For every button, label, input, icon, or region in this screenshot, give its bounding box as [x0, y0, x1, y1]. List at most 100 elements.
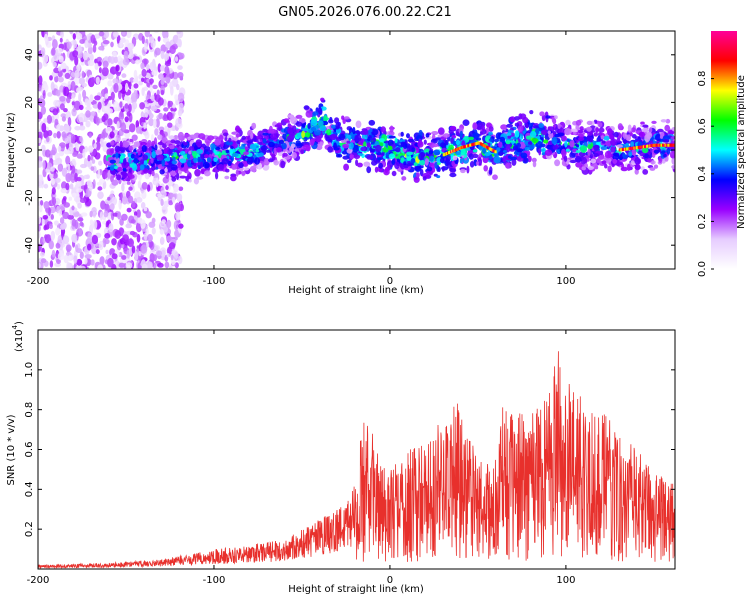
spectrogram-signal-blob — [552, 145, 559, 150]
spectrogram-signal-blob — [236, 140, 241, 145]
spectrogram-noise-blob — [71, 218, 77, 227]
spectrogram-signal-blob — [482, 147, 487, 154]
spectrogram-signal-blob — [329, 133, 338, 141]
spectrogram-signal-blob — [142, 154, 148, 161]
spectrogram-noise-blob — [111, 253, 118, 260]
spectrogram-signal-blob — [235, 133, 240, 138]
spectrogram-noise-blob — [160, 89, 165, 96]
spectrogram-signal-blob — [366, 154, 374, 160]
spectrogram-signal-blob — [659, 134, 664, 139]
spectrogram-noise-blob — [64, 72, 71, 79]
spectrogram-signal-blob — [109, 166, 115, 171]
spectrogram-signal-blob — [120, 171, 127, 176]
spectrogram-signal-blob — [342, 143, 350, 149]
spectrogram-noise-blob — [133, 69, 138, 79]
spectrogram-noise-blob — [45, 168, 51, 173]
spectrogram-noise-blob — [148, 112, 154, 119]
snr-series-line — [38, 351, 675, 569]
spectrogram-signal-blob — [391, 159, 396, 165]
spectrogram-noise-blob — [177, 92, 185, 103]
spectrogram-noise-blob — [113, 31, 119, 38]
spectrogram-noise-blob — [139, 102, 146, 110]
spectrogram-signal-blob — [333, 147, 340, 151]
colorbar: 0.0 0.2 0.4 0.6 0.8 Normalized spectral ampl… — [697, 31, 747, 277]
spectrogram-signal-blob — [604, 163, 608, 169]
spectrogram-noise-blob — [166, 219, 172, 229]
spectrogram-noise-blob — [141, 87, 145, 96]
spectrogram-noise-blob — [87, 232, 92, 242]
colorbar-gradient — [711, 31, 737, 269]
spectrogram-noise-blob — [99, 256, 105, 265]
spectrogram-signal-blob — [604, 150, 612, 159]
spectrogram-signal-blob — [217, 164, 225, 171]
spectrogram-signal-blob — [200, 161, 204, 168]
spectrogram-noise-blob — [87, 243, 92, 251]
spectrogram-noise-blob — [65, 172, 72, 183]
spectrogram-signal-blob — [391, 170, 397, 177]
spectrogram-signal-blob — [271, 153, 276, 159]
spectrogram-signal-blob — [355, 120, 362, 129]
spectrogram-noise-blob — [105, 249, 109, 255]
spectrogram-signal-blob — [151, 140, 156, 146]
spectrogram-signal-blob — [469, 161, 475, 168]
spectrogram-x-label: Height of straight line (km) — [288, 285, 424, 296]
spectrogram-signal-blob — [156, 154, 164, 161]
spectrogram-noise-blob — [149, 78, 154, 84]
spectrogram-signal-blob — [663, 139, 669, 143]
spectrogram-noise-blob — [104, 233, 111, 239]
spectrogram-signal-blob — [302, 128, 309, 132]
spectrogram-noise-blob — [95, 141, 101, 151]
spectrogram-signal-blob — [363, 161, 371, 167]
spectrogram-noise-blob — [141, 35, 145, 45]
spectrogram-signal-blob — [424, 158, 429, 166]
spectrogram-signal-blob — [389, 125, 394, 133]
spectrogram-noise-blob — [59, 224, 66, 230]
spectrogram-noise-blob — [43, 201, 50, 210]
spectrogram-signal-blob — [111, 179, 119, 186]
spectrogram-noise-blob — [87, 46, 93, 55]
spectrogram-signal-blob — [661, 150, 666, 154]
spectrogram-signal-blob — [565, 148, 571, 152]
spectrogram-signal-blob — [230, 174, 237, 182]
spectrogram-noise-blob — [58, 43, 65, 50]
spectrogram-noise-blob — [58, 204, 66, 211]
spectrogram-signal-blob — [597, 122, 603, 128]
spectrogram-signal-blob — [109, 159, 117, 164]
spectrogram-signal-blob — [612, 152, 620, 161]
spectrogram-noise-blob — [97, 186, 103, 191]
spectrogram-noise-blob — [76, 258, 83, 266]
spectrogram-signal-blob — [406, 151, 414, 156]
spectrogram-noise-blob — [85, 120, 91, 128]
spectrogram-signal-blob — [460, 148, 466, 156]
spectrogram-noise-blob — [57, 145, 62, 152]
spectrogram-signal-blob — [186, 170, 190, 174]
spectrogram-noise-blob — [89, 210, 93, 218]
spectrogram-signal-blob — [151, 170, 155, 177]
spectrogram-noise-blob — [70, 134, 76, 144]
spectrogram-noise-blob — [94, 62, 99, 70]
spectrogram-noise-blob — [103, 210, 109, 218]
spectrogram-signal-blob — [625, 134, 631, 141]
spectrogram-noise-blob — [87, 154, 91, 163]
spectrogram-noise-blob — [118, 199, 122, 210]
spectrogram-noise-blob — [65, 155, 71, 165]
spectrogram-noise-blob — [117, 55, 122, 62]
spectrogram-signal-blob — [448, 129, 454, 135]
spectrogram-signal-blob — [481, 124, 485, 132]
spectrogram-noise-blob — [166, 253, 170, 258]
spectrogram-noise-blob — [51, 47, 56, 56]
spectrogram-signal-blob — [305, 110, 313, 118]
spectrogram-signal-blob — [380, 126, 387, 133]
spectrogram-noise-blob — [164, 61, 171, 67]
spectrogram-noise-blob — [72, 33, 77, 40]
snr-scale-suffix: ) — [14, 321, 25, 325]
spectrogram-noise-blob — [125, 262, 133, 269]
spectrogram-noise-blob — [43, 225, 47, 231]
spectrogram-signal-blob — [574, 155, 582, 163]
spectrogram-noise-blob — [131, 245, 136, 254]
spectrogram-signal-blob — [225, 168, 230, 173]
spectrogram-noise-blob — [81, 83, 87, 88]
spectrogram-signal-blob — [155, 149, 163, 156]
spectrogram-signal-blob — [287, 114, 293, 118]
spectrogram-signal-blob — [631, 134, 637, 139]
